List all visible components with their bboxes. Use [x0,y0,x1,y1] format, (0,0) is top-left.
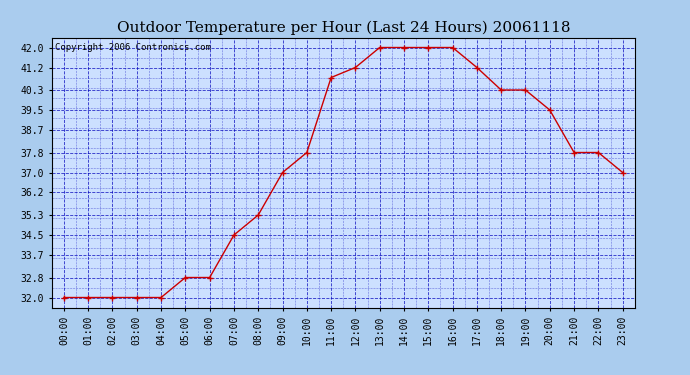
Title: Outdoor Temperature per Hour (Last 24 Hours) 20061118: Outdoor Temperature per Hour (Last 24 Ho… [117,21,570,35]
Text: Copyright 2006 Contronics.com: Copyright 2006 Contronics.com [55,43,210,52]
